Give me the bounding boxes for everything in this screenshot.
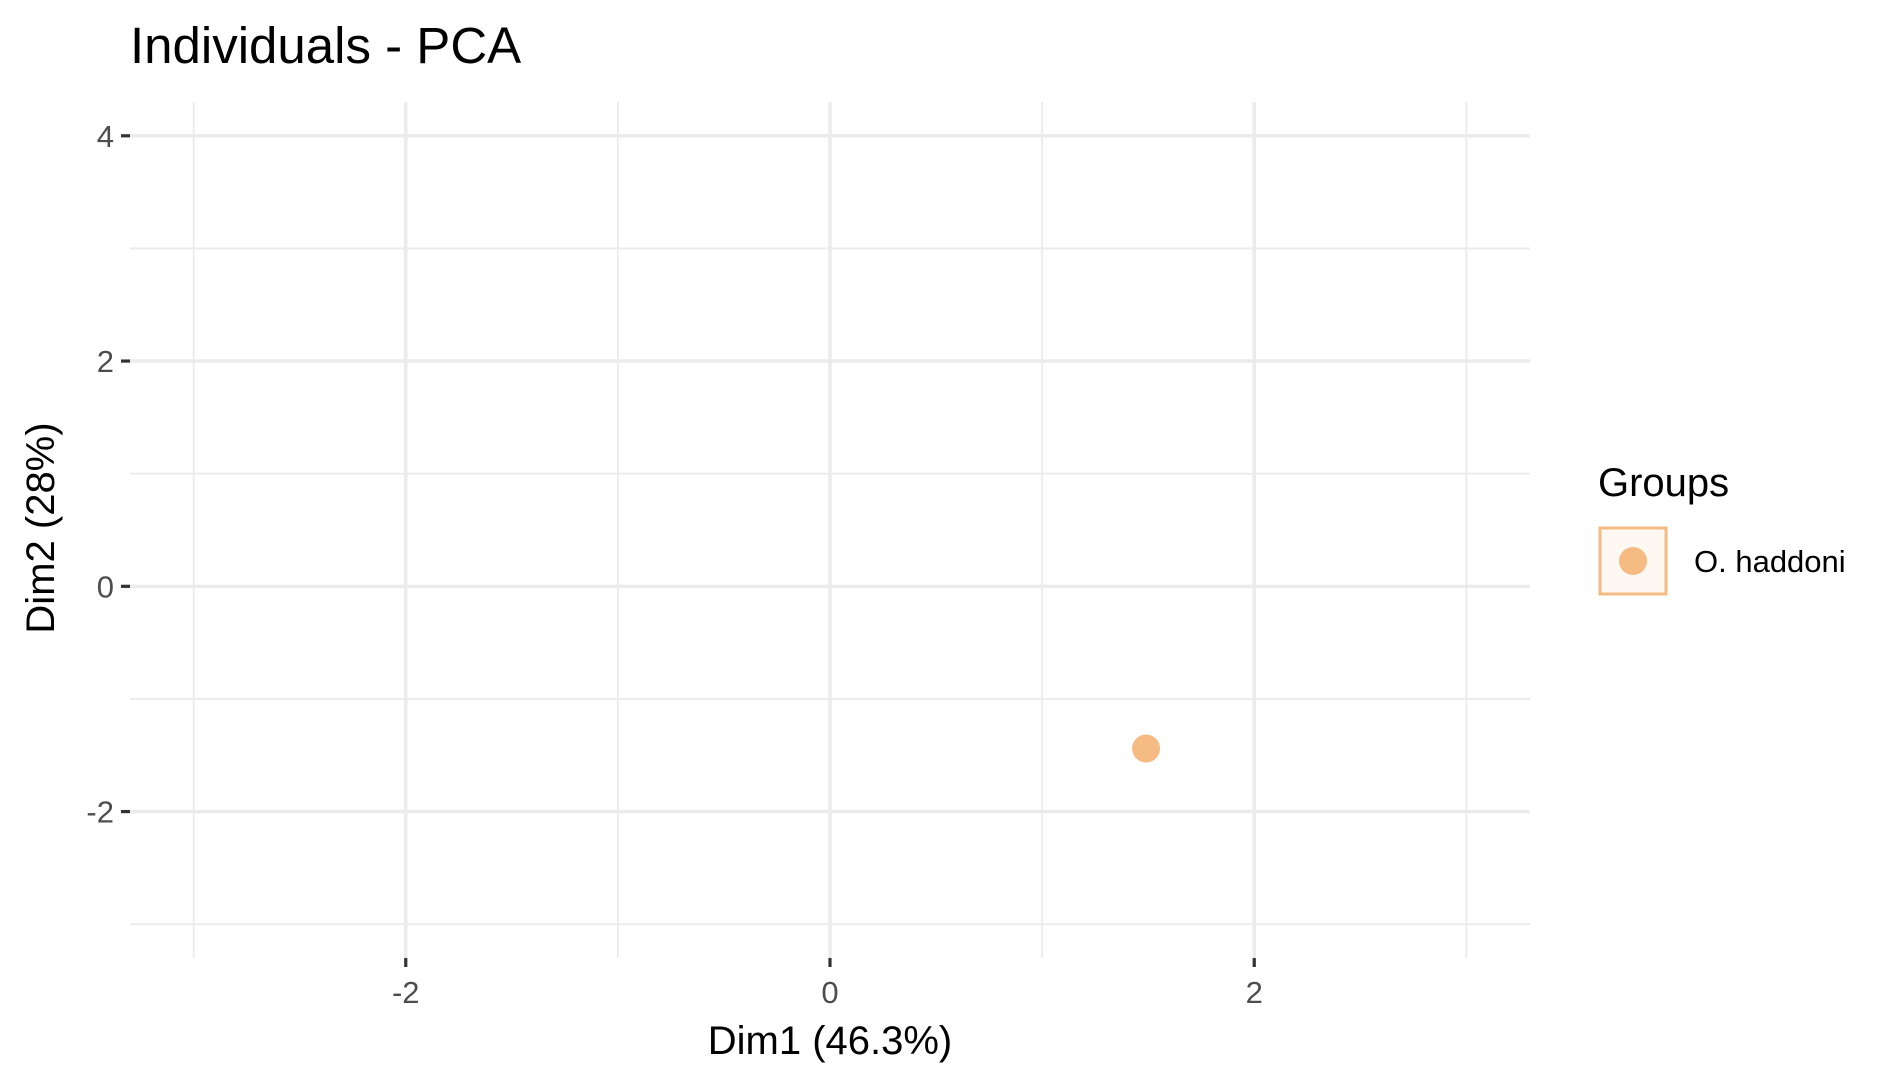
y-tick-label: 0: [97, 569, 114, 604]
x-tick-label: -2: [392, 975, 420, 1010]
x-tick-label: 0: [821, 975, 838, 1010]
data-points: [1132, 734, 1161, 763]
legend-entry-label: O. haddoni: [1694, 544, 1846, 579]
legend-entries: O. haddoni: [1598, 526, 1846, 596]
y-tick-label: 4: [97, 119, 114, 154]
legend-key-marker: [1619, 547, 1647, 575]
legend: Groups O. haddoni: [1598, 461, 1846, 596]
x-tick-label: 2: [1246, 975, 1263, 1010]
major-gridlines: [130, 102, 1530, 958]
legend-title: Groups: [1598, 461, 1729, 505]
y-tick-label: -2: [86, 795, 114, 830]
data-point: [1132, 734, 1161, 763]
y-axis-label: Dim2 (28%): [19, 422, 63, 633]
chart-title: Individuals - PCA: [130, 17, 521, 74]
y-tick-label: 2: [97, 344, 114, 379]
x-axis-label: Dim1 (46.3%): [708, 1019, 953, 1063]
axis-ticks: -2 0 2 -2 0 2 4: [86, 119, 1262, 1010]
